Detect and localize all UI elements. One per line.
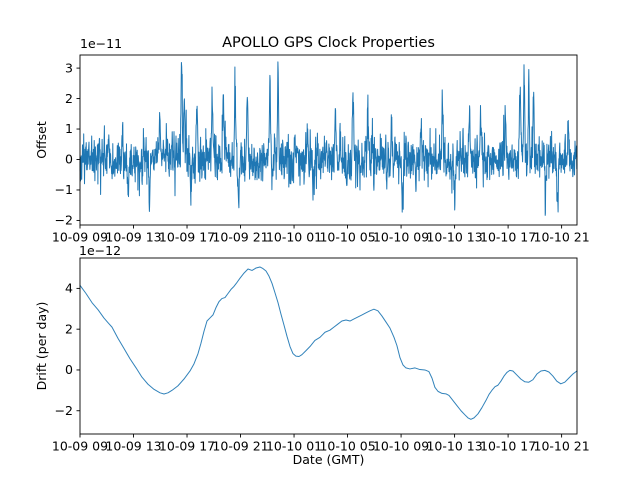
x-tick-label: 10-09 13	[105, 230, 161, 245]
x-tick-label: 10-10 01	[266, 439, 322, 454]
drift-plot-frame	[79, 257, 578, 435]
drift-y-axis-label: Drift (per day)	[34, 302, 49, 391]
y-tick-label: 3	[65, 60, 73, 75]
x-tick-label: 10-10 13	[426, 439, 482, 454]
x-tick-label: 10-10 05	[319, 439, 375, 454]
y-tick-label: 0	[65, 362, 73, 377]
drift-series-line	[79, 266, 578, 420]
offset-y-axis-label: Offset	[34, 121, 49, 159]
x-tick-label: 10-09 21	[212, 230, 268, 245]
x-tick-label: 10-09 17	[159, 230, 215, 245]
x-tick-label: 10-10 17	[480, 230, 536, 245]
y-tick-label: 4	[65, 281, 73, 296]
x-tick-label: 10-10 17	[480, 439, 536, 454]
x-tick-label: 10-10 13	[426, 230, 482, 245]
x-tick-label: 10-09 09	[52, 439, 108, 454]
x-tick-label: 10-09 13	[105, 439, 161, 454]
y-tick-label: −2	[55, 213, 73, 228]
figure-title: APOLLO GPS Clock Properties	[222, 35, 435, 51]
y-tick-label: 2	[65, 321, 73, 336]
offset-plot-frame	[79, 54, 578, 226]
x-tick-label: 10-10 21	[534, 230, 590, 245]
offset-exponent-label: 1e−11	[80, 36, 122, 51]
x-tick-label: 10-10 05	[319, 230, 375, 245]
drift-exponent-label: 1e−12	[79, 243, 121, 258]
y-tick-label: −1	[55, 182, 73, 197]
x-tick-label: 10-09 09	[52, 230, 108, 245]
y-tick-label: −2	[55, 403, 73, 418]
y-tick-label: 1	[65, 121, 73, 136]
offset-series-line	[79, 61, 578, 216]
x-tick-label: 10-09 21	[212, 439, 268, 454]
x-tick-label: 10-10 21	[534, 439, 590, 454]
x-tick-label: 10-10 09	[373, 230, 429, 245]
x-tick-label: 10-10 01	[266, 230, 322, 245]
x-tick-label: 10-10 09	[373, 439, 429, 454]
y-tick-label: 2	[65, 91, 73, 106]
x-tick-label: 10-09 17	[159, 439, 215, 454]
y-tick-label: 0	[65, 152, 73, 167]
x-axis-label: Date (GMT)	[293, 452, 365, 467]
